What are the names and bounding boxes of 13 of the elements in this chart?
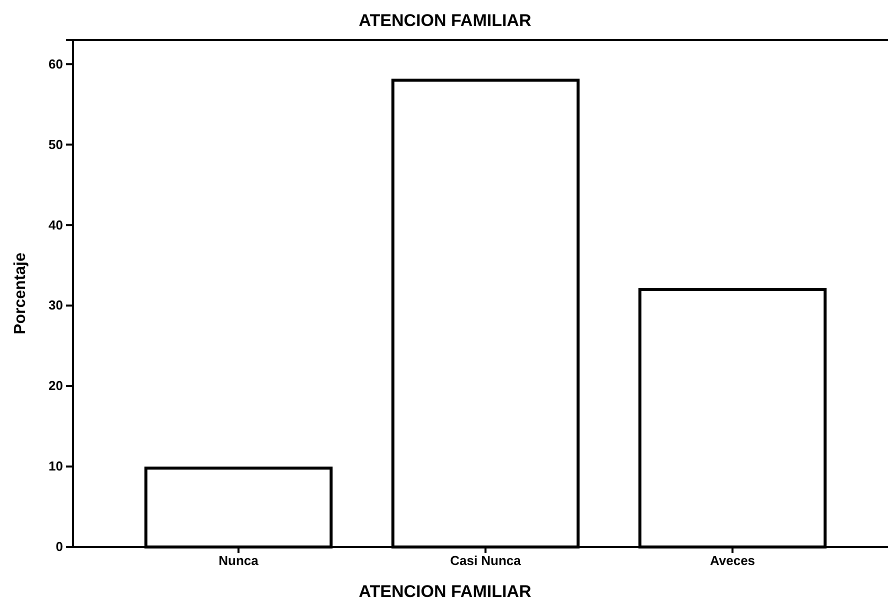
y-tick-label: 60: [48, 56, 63, 72]
x-tick-label: Aveces: [710, 553, 756, 568]
x-tick-label: Nunca: [218, 553, 260, 568]
y-tick-label: 20: [48, 378, 63, 394]
x-axis-title: ATENCION FAMILIAR: [358, 582, 532, 601]
y-axis-title: Porcentaje: [12, 252, 29, 334]
y-tick-label: 30: [48, 298, 63, 313]
x-tick-label: Casi Nunca: [450, 553, 522, 568]
y-tick-label: 50: [48, 136, 63, 152]
y-tick-label: 10: [48, 458, 63, 474]
chart-title: ATENCION FAMILIAR: [358, 11, 532, 30]
y-tick-label: 0: [56, 539, 63, 554]
y-tick-label: 40: [48, 217, 63, 232]
